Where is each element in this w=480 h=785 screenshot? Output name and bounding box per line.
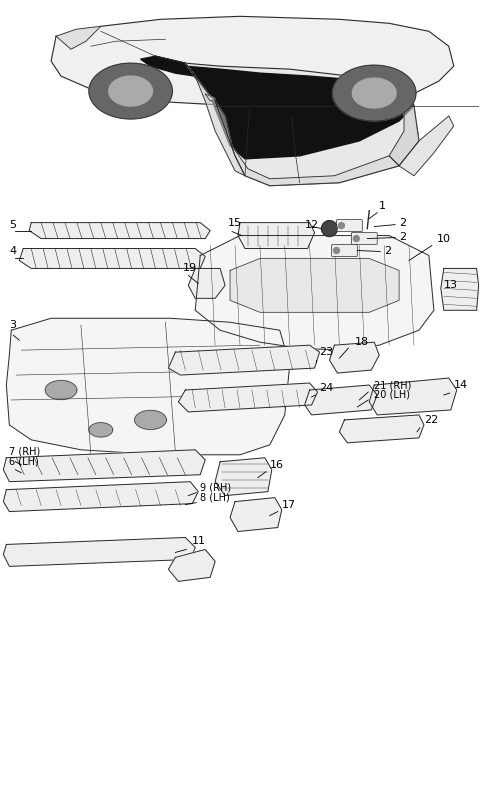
Polygon shape (338, 223, 344, 228)
Text: 4: 4 (9, 246, 16, 255)
Polygon shape (109, 76, 153, 106)
Polygon shape (333, 65, 416, 121)
Polygon shape (352, 78, 396, 108)
Text: 24: 24 (320, 383, 334, 393)
Polygon shape (369, 378, 457, 415)
Polygon shape (3, 450, 205, 482)
Polygon shape (205, 94, 215, 101)
Polygon shape (51, 16, 454, 109)
Text: 2: 2 (384, 246, 391, 255)
Polygon shape (45, 381, 77, 400)
FancyBboxPatch shape (351, 232, 377, 244)
Text: 21 (RH): 21 (RH) (374, 380, 411, 390)
Polygon shape (19, 249, 205, 268)
Text: 16: 16 (270, 460, 284, 469)
Text: 22: 22 (424, 415, 438, 425)
Polygon shape (6, 318, 290, 455)
Text: 9 (RH): 9 (RH) (200, 483, 231, 493)
Polygon shape (230, 258, 399, 312)
Polygon shape (3, 538, 195, 567)
Polygon shape (441, 268, 479, 310)
FancyBboxPatch shape (336, 220, 362, 232)
Text: 20 (LH): 20 (LH) (374, 390, 410, 400)
Text: 1: 1 (379, 201, 386, 210)
Text: 13: 13 (444, 280, 458, 290)
Polygon shape (339, 415, 424, 443)
Polygon shape (156, 57, 419, 186)
Text: 19: 19 (182, 264, 196, 273)
Text: 17: 17 (282, 499, 296, 509)
Polygon shape (179, 383, 318, 412)
Polygon shape (185, 66, 414, 159)
Text: 2: 2 (399, 232, 406, 242)
Text: 18: 18 (354, 338, 369, 347)
Polygon shape (399, 116, 454, 176)
Text: 8 (LH): 8 (LH) (200, 493, 230, 502)
Polygon shape (389, 86, 419, 166)
Text: 6 (LH): 6 (LH) (9, 457, 39, 467)
Text: 2: 2 (399, 217, 406, 228)
Polygon shape (168, 550, 215, 582)
Text: 11: 11 (192, 536, 206, 546)
Text: 23: 23 (320, 347, 334, 357)
Polygon shape (305, 385, 377, 415)
Text: 12: 12 (305, 220, 319, 229)
Text: 7 (RH): 7 (RH) (9, 447, 41, 457)
Text: 3: 3 (9, 320, 16, 330)
Text: 5: 5 (9, 220, 16, 229)
Polygon shape (353, 236, 360, 242)
Polygon shape (56, 27, 101, 49)
Polygon shape (322, 221, 337, 236)
Polygon shape (188, 268, 225, 298)
Polygon shape (3, 482, 198, 512)
Polygon shape (135, 411, 167, 429)
Polygon shape (141, 57, 195, 76)
FancyBboxPatch shape (332, 244, 357, 257)
Polygon shape (168, 345, 320, 375)
Polygon shape (230, 498, 282, 531)
Polygon shape (185, 63, 245, 176)
Polygon shape (195, 236, 434, 350)
Polygon shape (89, 63, 172, 119)
Polygon shape (334, 247, 339, 254)
Text: 15: 15 (228, 217, 242, 228)
Text: 14: 14 (454, 380, 468, 390)
Polygon shape (215, 101, 399, 186)
Polygon shape (329, 342, 379, 373)
Polygon shape (29, 223, 210, 239)
Polygon shape (215, 458, 272, 495)
Polygon shape (238, 223, 314, 249)
Text: 10: 10 (437, 234, 451, 243)
Polygon shape (89, 422, 113, 437)
